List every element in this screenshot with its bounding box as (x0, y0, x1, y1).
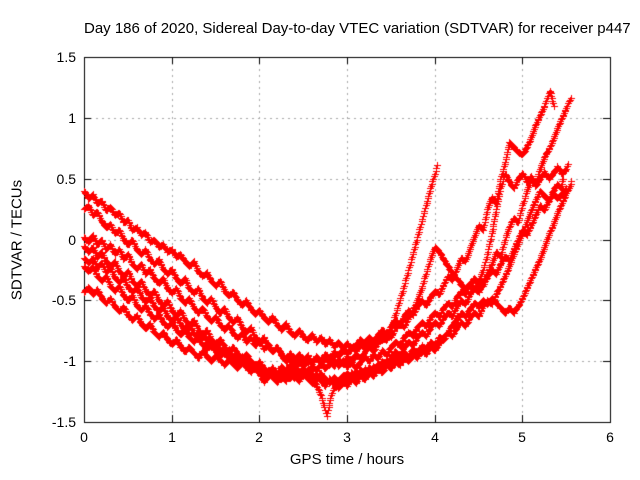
y-tick-label: 1 (68, 110, 76, 126)
x-tick-label: 5 (518, 429, 526, 445)
x-tick-label: 0 (80, 429, 88, 445)
x-tick-label: 6 (606, 429, 614, 445)
y-tick-label: 0 (68, 232, 76, 248)
x-tick-label: 2 (255, 429, 263, 445)
x-tick-label: 4 (431, 429, 439, 445)
chart-title: Day 186 of 2020, Sidereal Day-to-day VTE… (84, 20, 631, 37)
y-tick-label: -1 (63, 353, 76, 369)
y-tick-label: 0.5 (56, 171, 76, 187)
y-tick-label: -0.5 (51, 292, 76, 308)
y-tick-label: -1.5 (51, 414, 76, 430)
x-axis-label: GPS time / hours (289, 451, 405, 468)
x-tick-label: 1 (168, 429, 176, 445)
x-tick-label: 3 (343, 429, 351, 445)
y-tick-label: 1.5 (56, 49, 76, 65)
